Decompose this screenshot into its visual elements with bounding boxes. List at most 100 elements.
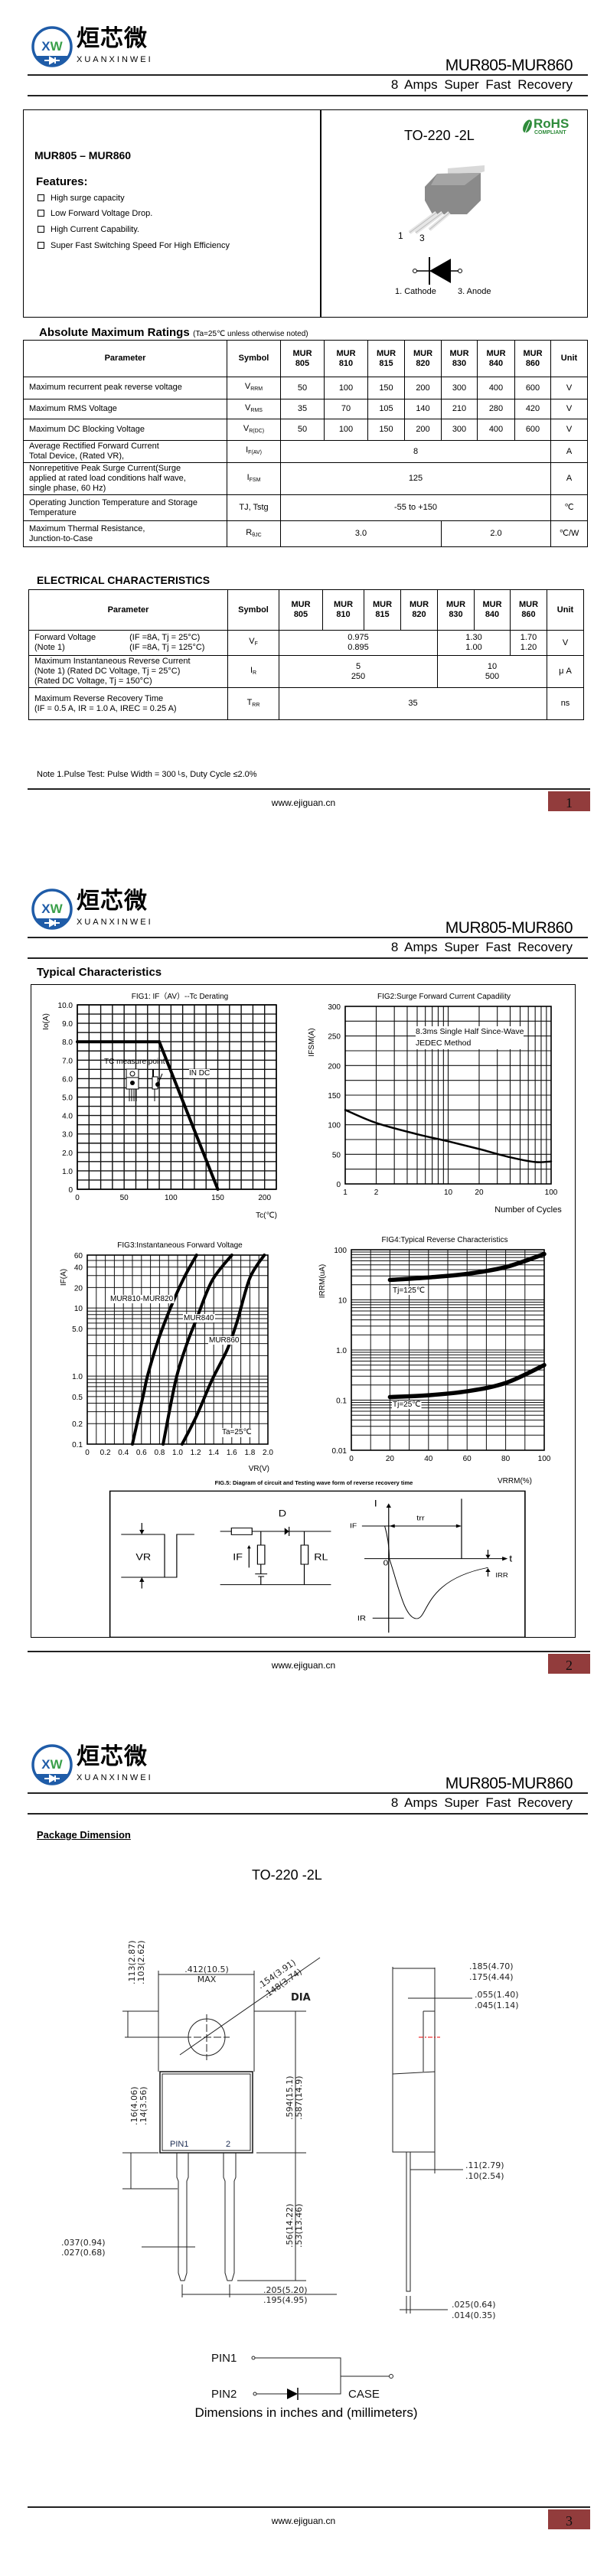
page-number: 2 bbox=[548, 1654, 590, 1674]
document-subtitle: 8 Amps Super Fast Recovery bbox=[390, 940, 573, 954]
fig3-x-tick-label: 0.8 bbox=[154, 1449, 165, 1457]
abs-max-value-cell: 2.0 bbox=[441, 520, 551, 547]
fig3-x-tick-label: 1.8 bbox=[244, 1449, 255, 1457]
symbol-subscript: R bbox=[253, 670, 257, 676]
fig3-series-line bbox=[131, 1254, 198, 1446]
feature-item: Low Forward Voltage Drop. bbox=[38, 208, 152, 219]
footer-website: www.ejiguan.cn bbox=[271, 797, 336, 808]
dim-037: .037(0.94) bbox=[61, 2238, 106, 2248]
logo-chinese-name: 烜芯微 bbox=[77, 1744, 148, 1769]
fig5-label-irr: IRR bbox=[495, 1572, 507, 1579]
fig4-x-axis-label: VRRM(%) bbox=[498, 1477, 532, 1485]
abs-max-param-cell: Maximum DC Blocking Voltage bbox=[23, 419, 227, 441]
fig1-annotation: TC measure point bbox=[104, 1058, 165, 1066]
param-text: Maximum Reverse Recovery Time (IF = 0.5 … bbox=[34, 693, 177, 713]
company-logo: XW 烜芯微 XUANXINWEI bbox=[31, 888, 161, 931]
dim-14: .14(3.56) bbox=[139, 2086, 148, 2125]
fig4-x-tick-label: 100 bbox=[538, 1455, 551, 1463]
dim-dia: DIA bbox=[291, 1992, 311, 2004]
electrical-value-cell: 35 bbox=[279, 687, 547, 720]
fig3-x-tick-label: 1.2 bbox=[191, 1449, 201, 1457]
electrical-header-cell: MUR 830 bbox=[437, 589, 475, 631]
fig5-label-zero: 0 bbox=[383, 1559, 389, 1567]
electrical-header-cell: MUR 820 bbox=[400, 589, 438, 631]
fig1-y-tick-label: 0 bbox=[68, 1186, 73, 1195]
schematic-pin2: PIN2 bbox=[211, 2388, 237, 2401]
fig4-x-tick-label: 0 bbox=[349, 1455, 354, 1463]
fig1-y-tick-label: 7.0 bbox=[62, 1057, 73, 1065]
fig3-series-label: MUR860 bbox=[209, 1336, 240, 1345]
abs-max-value-cell: 70 bbox=[324, 399, 368, 419]
abs-max-value-cell: 400 bbox=[477, 377, 515, 399]
abs-max-symbol-cell: IFSM bbox=[227, 462, 281, 495]
fig2-y-tick-label: 200 bbox=[328, 1062, 341, 1071]
abs-max-row: Average Rectified Forward Current Total … bbox=[23, 440, 588, 463]
abs-max-note: (Ta=25℃ unless otherwise noted) bbox=[193, 330, 308, 338]
fig2-y-tick-label: 0 bbox=[336, 1181, 341, 1189]
param-text: Forward Voltage (Note 1) bbox=[34, 633, 96, 652]
abs-max-symbol-cell: RθJC bbox=[227, 520, 281, 547]
page-2: XW 烜芯微 XUANXINWEI MUR805-MUR860 8 Amps S… bbox=[0, 862, 607, 1720]
fig2-y-tick-label: 50 bbox=[332, 1151, 341, 1159]
fig3-y-tick-label: 20 bbox=[74, 1284, 83, 1293]
dim-113-min: .103(2.62) bbox=[136, 1940, 146, 1984]
dim-594: .594(15.1) bbox=[285, 2075, 295, 2120]
fig4-y-tick-label: 10 bbox=[338, 1297, 348, 1306]
fig5-diagram: VR D IF RL I t IF trr 0 IR IRR bbox=[109, 1490, 526, 1638]
electrical-symbol-cell: TRR bbox=[227, 687, 279, 720]
fig1-y-tick-label: 3.0 bbox=[62, 1131, 73, 1140]
abs-max-param-cell: Average Rectified Forward Current Total … bbox=[23, 440, 227, 463]
symbol-subscript: F bbox=[254, 641, 258, 647]
abs-max-unit-cell: V bbox=[550, 399, 588, 419]
fig1-x-tick-label: 100 bbox=[165, 1194, 178, 1202]
electrical-value-cell: 5 250 bbox=[279, 655, 438, 688]
fig3-title: FIG3:Instantaneous Forward Voltage bbox=[117, 1241, 243, 1250]
electrical-header-cell: Symbol bbox=[227, 589, 279, 631]
fig2-x-tick-label: 100 bbox=[545, 1189, 558, 1197]
abs-max-header-cell: Symbol bbox=[227, 340, 281, 377]
package-name: TO-220 -2L bbox=[252, 1867, 322, 1883]
dim-014: .014(0.35) bbox=[452, 2310, 496, 2320]
fig3-x-axis-label: VR(V) bbox=[249, 1465, 269, 1473]
electrical-title: ELECTRICAL CHARACTERISTICS bbox=[37, 574, 210, 586]
section-title: Typical Characteristics bbox=[37, 966, 162, 979]
fig1-y-tick-label: 1.0 bbox=[62, 1168, 73, 1176]
electrical-value-cell: 10 500 bbox=[437, 655, 547, 688]
fig5-label-i-axis: I bbox=[374, 1498, 377, 1508]
fig2-series-line bbox=[344, 1109, 553, 1163]
fig3-x-tick-label: 1.0 bbox=[172, 1449, 183, 1457]
electrical-header-cell: MUR 805 bbox=[279, 589, 323, 631]
fig2-y-tick-label: 100 bbox=[328, 1122, 341, 1130]
feature-text: Low Forward Voltage Drop. bbox=[51, 209, 153, 218]
abs-max-table: Parameter Symbol MUR 805 MUR 810 MUR 815 MUR … bbox=[23, 340, 588, 547]
fig1-x-tick-label: 200 bbox=[258, 1194, 271, 1202]
intro-divider bbox=[320, 109, 321, 318]
abs-max-value-cell: 105 bbox=[367, 399, 405, 419]
label-background bbox=[183, 1314, 215, 1322]
fig3-series-label: MUR840 bbox=[184, 1314, 214, 1322]
electrical-header-cell: MUR 860 bbox=[510, 589, 547, 631]
param-text: Maximum Instantaneous Reverse Current (N… bbox=[34, 657, 191, 686]
fig1-x-tick-label: 0 bbox=[75, 1194, 80, 1202]
fig1-series-line bbox=[76, 1040, 220, 1191]
abs-max-unit-cell: V bbox=[550, 419, 588, 441]
fig4-y-axis-label: IRRM(uA) bbox=[318, 1264, 327, 1298]
abs-max-row: Maximum Thermal Resistance, Junction-to-… bbox=[23, 520, 588, 547]
fig3-y-tick-label: 5.0 bbox=[72, 1325, 83, 1334]
fig1-y-tick-label: 8.0 bbox=[62, 1039, 73, 1047]
fig3-y-tick-label: 1.0 bbox=[72, 1373, 83, 1381]
pin-label-cathode: 1. Cathode bbox=[395, 287, 436, 296]
abs-max-header-cell: MUR 840 bbox=[477, 340, 515, 377]
abs-max-value-cell: 50 bbox=[280, 377, 325, 399]
abs-max-param-cell: Nonrepetitive Peak Surge Current(Surge a… bbox=[23, 462, 227, 495]
document-subtitle: 8 Amps Super Fast Recovery bbox=[390, 77, 573, 92]
abs-max-header-cell: MUR 860 bbox=[514, 340, 551, 377]
fig3-y-tick-label: 0.2 bbox=[72, 1420, 83, 1429]
fig1-x-tick-label: 50 bbox=[120, 1194, 129, 1202]
label-background bbox=[208, 1336, 240, 1345]
fig1-x-axis-label: Tc(℃) bbox=[256, 1211, 277, 1220]
fig1-title: FIG1: IF（AV）--Tc Derating bbox=[132, 992, 229, 1001]
fig4-title: FIG4:Typical Reverse Characteristics bbox=[381, 1236, 507, 1244]
param-text: Maximum RMS Voltage bbox=[29, 403, 117, 413]
header-rule bbox=[28, 95, 588, 96]
